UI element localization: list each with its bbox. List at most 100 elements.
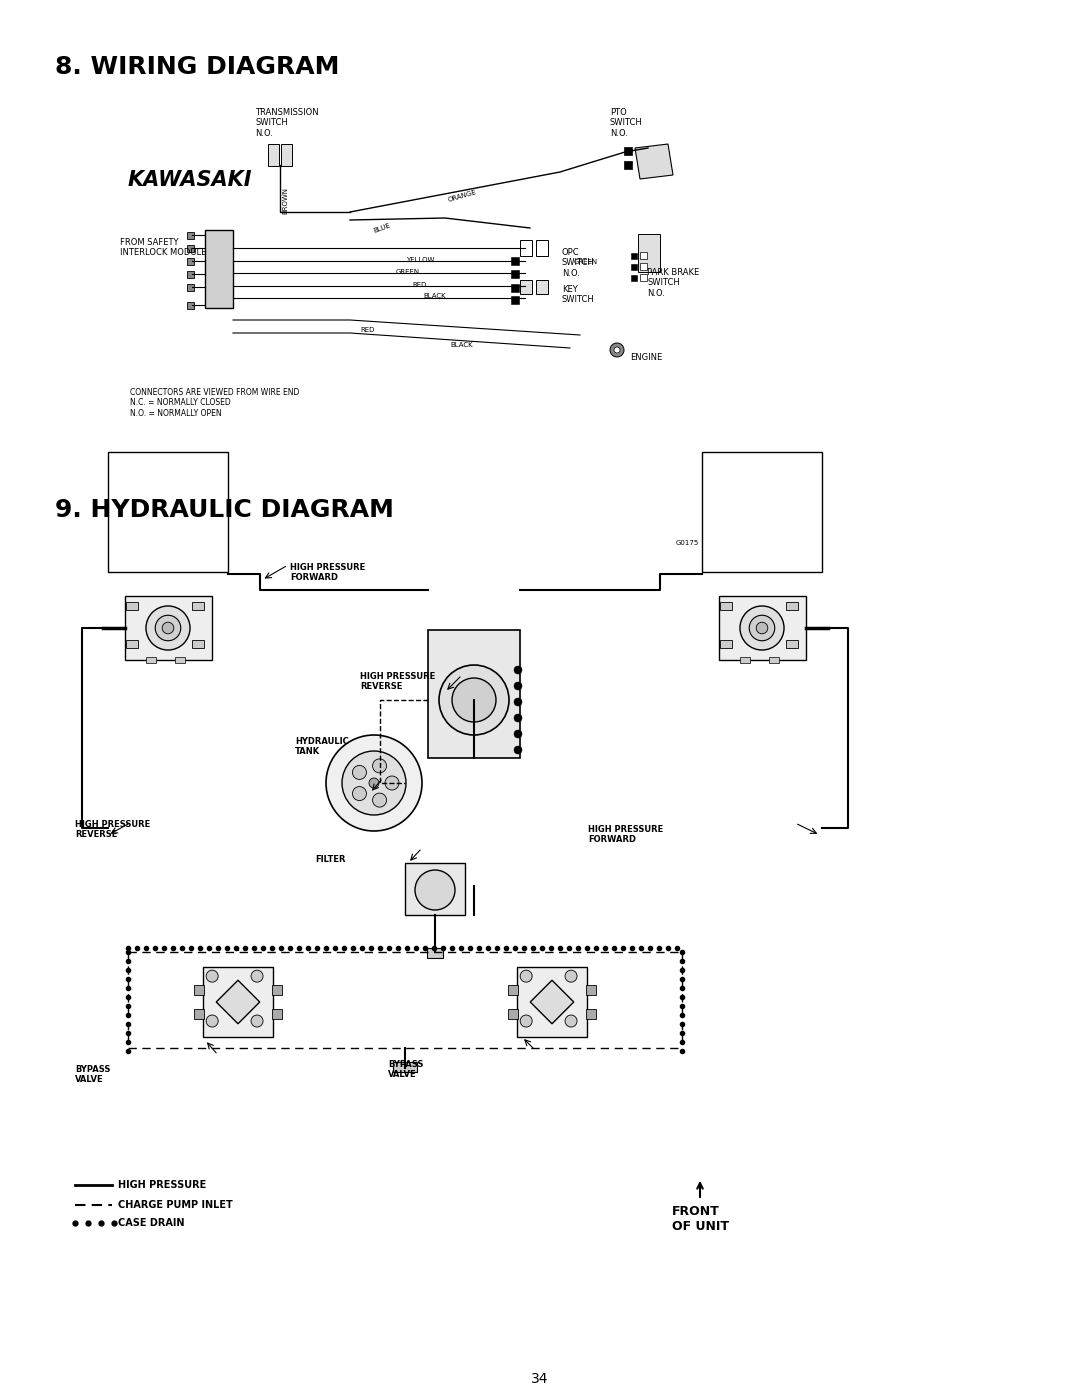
- Polygon shape: [530, 981, 573, 1024]
- Bar: [193, 1009, 204, 1020]
- Circle shape: [756, 622, 768, 634]
- Text: KAWASAKI: KAWASAKI: [129, 170, 253, 190]
- Bar: [108, 453, 228, 571]
- Bar: [640, 251, 647, 258]
- Circle shape: [521, 1016, 532, 1027]
- Text: G0175: G0175: [676, 541, 699, 546]
- Text: OPC
SWITCH
N.O.: OPC SWITCH N.O.: [562, 249, 595, 278]
- Bar: [640, 263, 647, 270]
- Text: 34: 34: [531, 1372, 549, 1386]
- Bar: [126, 640, 138, 648]
- Circle shape: [206, 1016, 218, 1027]
- Bar: [405, 863, 465, 915]
- Bar: [720, 640, 732, 648]
- Text: HIGH PRESSURE
REVERSE: HIGH PRESSURE REVERSE: [360, 672, 435, 692]
- Text: GREEN: GREEN: [573, 258, 598, 265]
- Circle shape: [750, 615, 774, 641]
- Text: RED: RED: [413, 282, 428, 288]
- Bar: [638, 235, 660, 272]
- Bar: [519, 240, 532, 256]
- Bar: [631, 275, 637, 281]
- Text: HIGH PRESSURE
REVERSE: HIGH PRESSURE REVERSE: [75, 820, 150, 840]
- Text: GREEN: GREEN: [396, 270, 420, 275]
- Text: CASE DRAIN: CASE DRAIN: [118, 1218, 185, 1228]
- Circle shape: [373, 759, 387, 773]
- Bar: [427, 949, 443, 958]
- Circle shape: [514, 714, 522, 722]
- Bar: [187, 284, 194, 291]
- Bar: [720, 602, 732, 610]
- Polygon shape: [216, 981, 260, 1024]
- Bar: [268, 144, 279, 166]
- Bar: [786, 602, 798, 610]
- Bar: [702, 453, 822, 571]
- Circle shape: [251, 1016, 264, 1027]
- Polygon shape: [635, 144, 673, 179]
- Circle shape: [156, 615, 180, 641]
- Bar: [192, 602, 204, 610]
- Text: YELLOW: YELLOW: [406, 257, 434, 263]
- Bar: [272, 985, 282, 995]
- Circle shape: [342, 752, 406, 814]
- Bar: [586, 985, 596, 995]
- Circle shape: [521, 970, 532, 982]
- Text: HYDRAULIC
TANK: HYDRAULIC TANK: [295, 738, 349, 756]
- Text: HIGH PRESSURE
FORWARD: HIGH PRESSURE FORWARD: [588, 826, 663, 844]
- Text: BLUE: BLUE: [373, 222, 391, 233]
- Text: TRANSMISSION
SWITCH
N.O.: TRANSMISSION SWITCH N.O.: [255, 108, 319, 138]
- Bar: [640, 274, 647, 281]
- Bar: [124, 597, 212, 659]
- Circle shape: [369, 778, 379, 788]
- Bar: [187, 302, 194, 309]
- Text: BROWN: BROWN: [282, 187, 288, 214]
- Bar: [175, 657, 185, 664]
- Text: HIGH PRESSURE: HIGH PRESSURE: [118, 1180, 206, 1190]
- Circle shape: [206, 970, 218, 982]
- Bar: [428, 630, 519, 759]
- Text: ORANGE: ORANGE: [447, 189, 477, 203]
- Text: RED: RED: [360, 327, 375, 332]
- Circle shape: [565, 1016, 577, 1027]
- Circle shape: [514, 666, 522, 673]
- Text: CONNECTORS ARE VIEWED FROM WIRE END
N.C. = NORMALLY CLOSED
N.O. = NORMALLY OPEN: CONNECTORS ARE VIEWED FROM WIRE END N.C.…: [130, 388, 299, 418]
- Circle shape: [373, 793, 387, 807]
- Bar: [192, 640, 204, 648]
- Circle shape: [610, 344, 624, 358]
- Text: FROM SAFETY
INTERLOCK MODULE: FROM SAFETY INTERLOCK MODULE: [120, 237, 206, 257]
- Circle shape: [565, 970, 577, 982]
- Bar: [586, 1009, 596, 1020]
- Bar: [519, 279, 532, 293]
- Text: ENGINE: ENGINE: [630, 353, 662, 362]
- Circle shape: [615, 346, 620, 353]
- Bar: [272, 1009, 282, 1020]
- Text: HIGH PRESSURE
FORWARD: HIGH PRESSURE FORWARD: [291, 563, 365, 583]
- Text: CHARGE PUMP INLET: CHARGE PUMP INLET: [118, 1200, 233, 1210]
- Text: 9. HYDRAULIC DIAGRAM: 9. HYDRAULIC DIAGRAM: [55, 497, 394, 522]
- Bar: [536, 240, 548, 256]
- Bar: [769, 657, 779, 664]
- Circle shape: [415, 870, 455, 909]
- Circle shape: [453, 678, 496, 722]
- Circle shape: [740, 606, 784, 650]
- Circle shape: [514, 746, 522, 754]
- Bar: [187, 271, 194, 278]
- Bar: [516, 967, 588, 1038]
- Bar: [508, 1009, 517, 1020]
- Circle shape: [438, 665, 509, 735]
- Circle shape: [146, 606, 190, 650]
- Circle shape: [514, 731, 522, 738]
- Bar: [187, 232, 194, 239]
- Bar: [536, 279, 548, 293]
- Circle shape: [352, 787, 366, 800]
- Bar: [624, 161, 632, 169]
- Bar: [187, 244, 194, 251]
- Text: BLACK: BLACK: [423, 293, 446, 299]
- Text: BYPASS
VALVE: BYPASS VALVE: [75, 1065, 110, 1084]
- Text: KEY
SWITCH: KEY SWITCH: [562, 285, 595, 305]
- Circle shape: [162, 622, 174, 634]
- Bar: [187, 258, 194, 265]
- Bar: [393, 1062, 417, 1071]
- Bar: [786, 640, 798, 648]
- Text: FRONT
OF UNIT: FRONT OF UNIT: [672, 1206, 729, 1234]
- Text: FILTER: FILTER: [315, 855, 346, 863]
